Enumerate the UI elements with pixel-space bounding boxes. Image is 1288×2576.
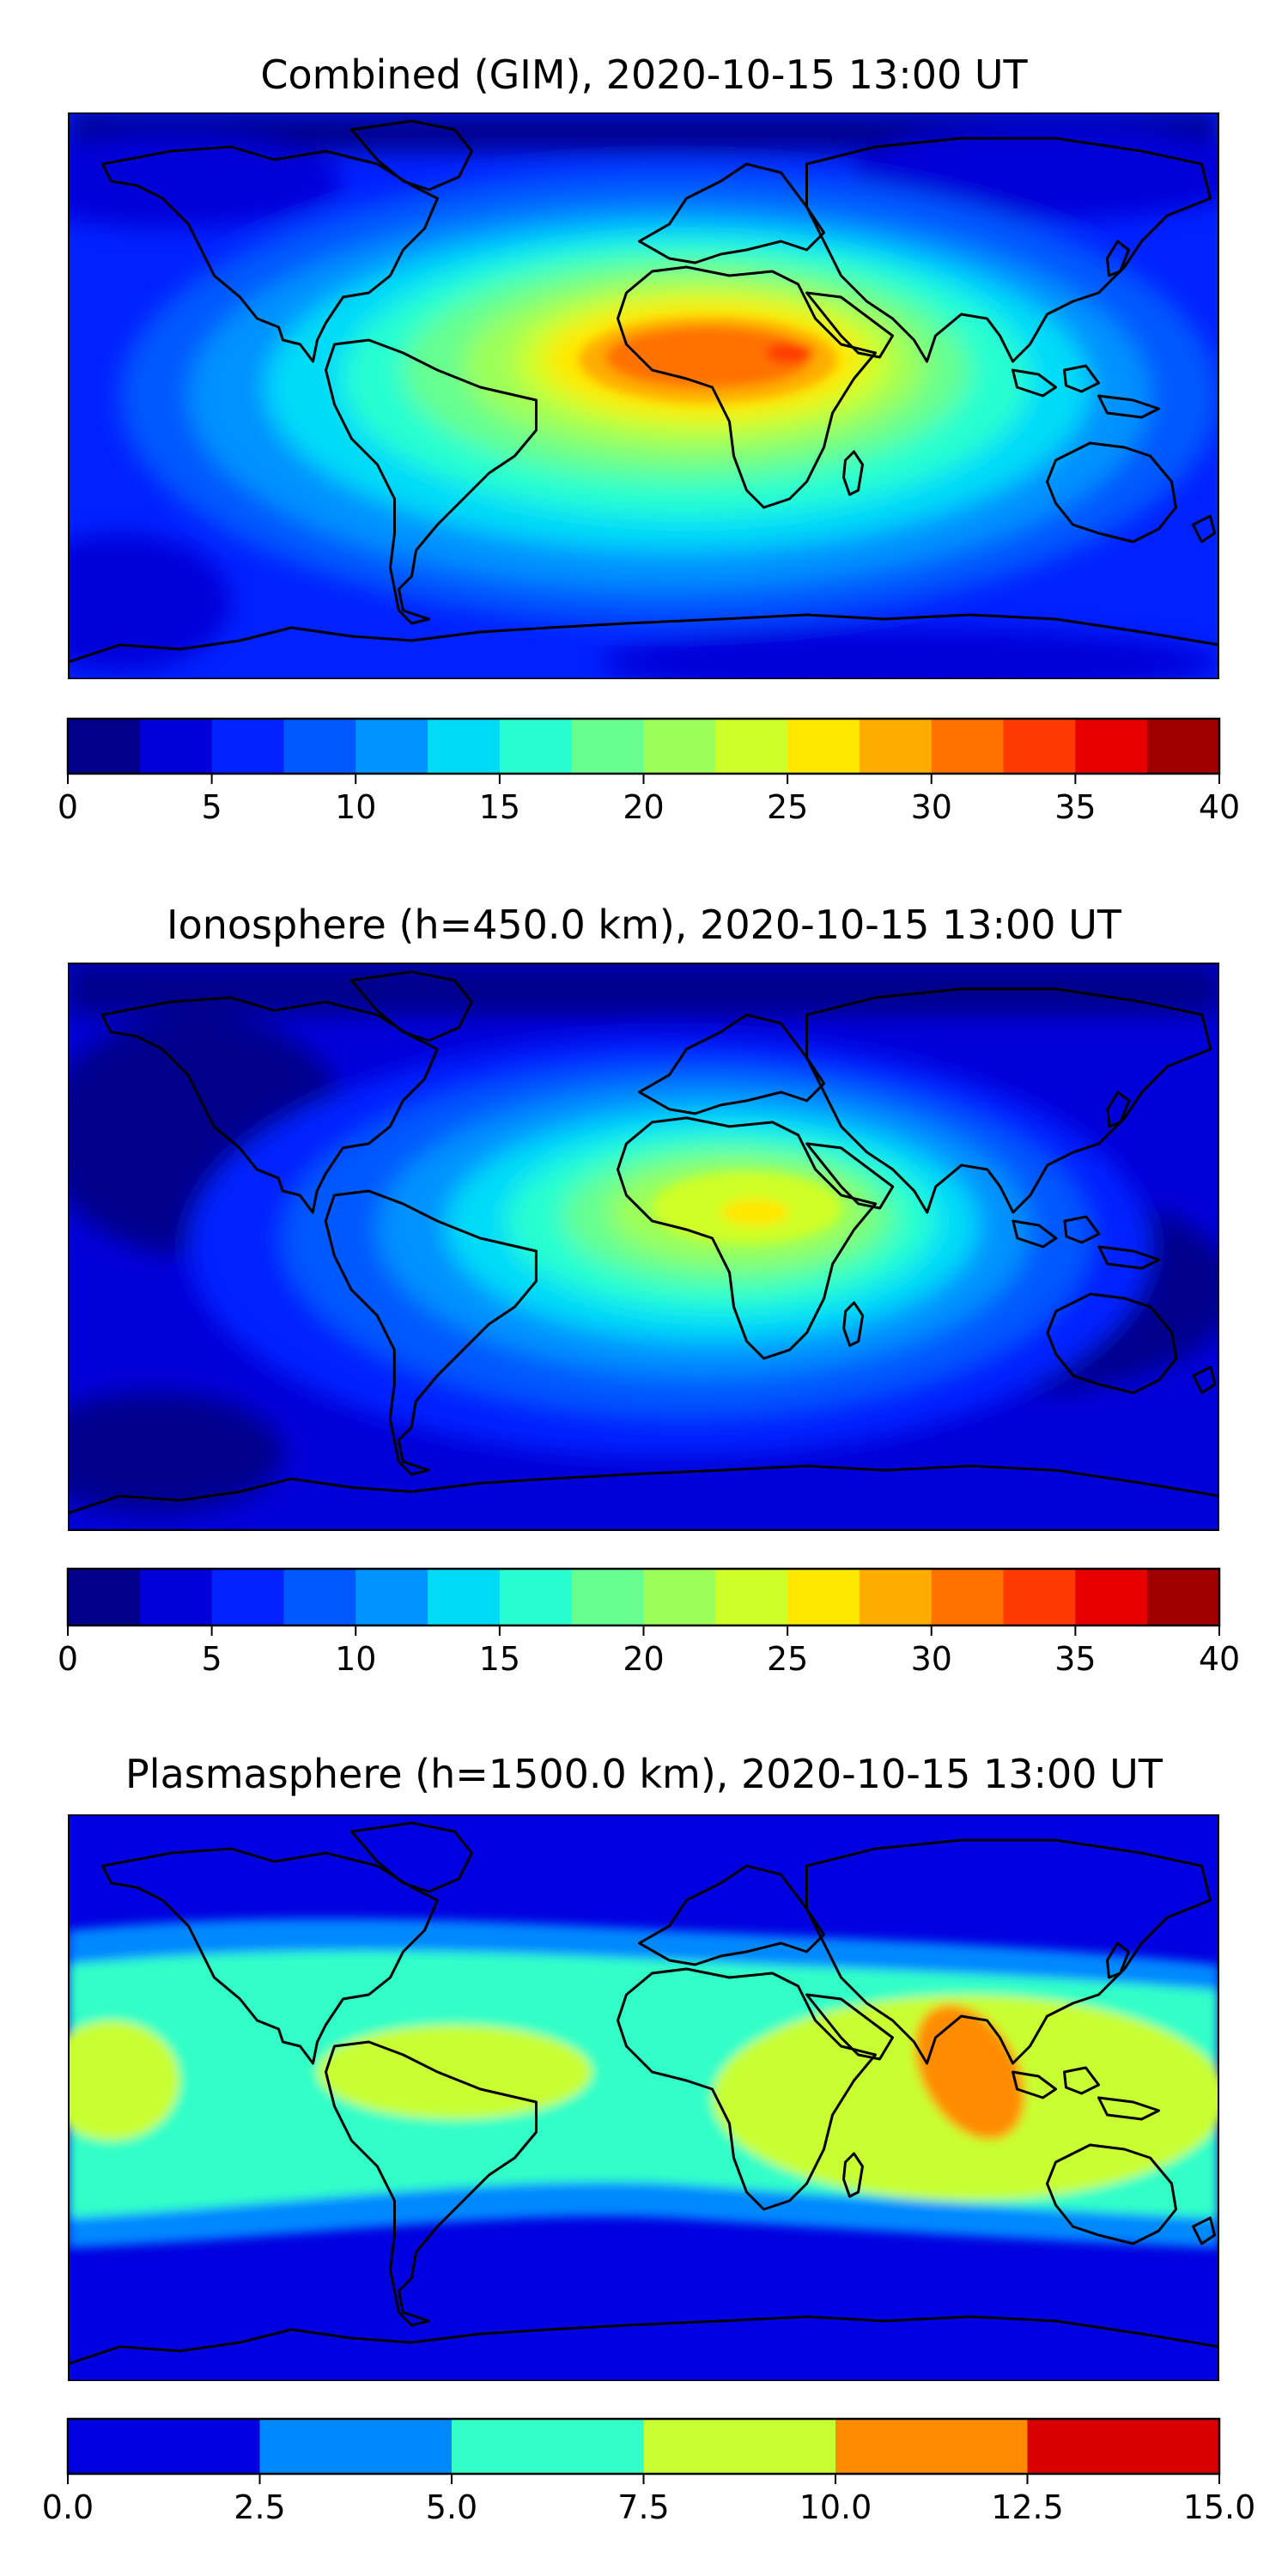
colorbar-tick-label: 10 — [335, 788, 376, 826]
colorbar-tick-label: 40 — [1199, 1640, 1240, 1678]
colorbar-cell — [139, 1569, 213, 1625]
colorbar-tick-label: 5 — [202, 788, 222, 826]
colorbar-cell — [211, 1569, 285, 1625]
colorbar-tick-label: 20 — [623, 1640, 664, 1678]
colorbar-tick-label: 35 — [1054, 788, 1096, 826]
colorbar-cell — [355, 1569, 428, 1625]
colorbar-tick-label: 12.5 — [991, 2488, 1064, 2526]
tec-map — [68, 1814, 1219, 2381]
colorbar-cell — [259, 2419, 453, 2474]
colorbar-tick-label: 15 — [479, 788, 520, 826]
colorbar-cell — [452, 2419, 645, 2474]
panel-title: Combined (GIM), 2020-10-15 13:00 UT — [260, 52, 1028, 98]
colorbar-cell — [1075, 719, 1148, 774]
colorbar-cell — [643, 1569, 716, 1625]
colorbar-tick-label: 0.0 — [42, 2488, 94, 2526]
colorbar-cell — [715, 1569, 788, 1625]
colorbar-tick-label: 10.0 — [799, 2488, 872, 2526]
colorbar-cell — [283, 719, 356, 774]
colorbar-tick-label: 7.5 — [617, 2488, 669, 2526]
colorbar-cell — [428, 719, 501, 774]
colorbar-cell — [571, 719, 645, 774]
colorbar-cell — [643, 2419, 836, 2474]
colorbar-cell — [211, 719, 285, 774]
colorbar-cell — [931, 1569, 1005, 1625]
colorbar: 0 5 10 15 20 25 30 35 40 — [58, 717, 1240, 826]
main-maximum-region — [914, 2004, 1025, 2140]
colorbar-cell — [68, 2419, 261, 2474]
colorbar-cell — [571, 1569, 645, 1625]
colorbar-cell — [499, 1569, 573, 1625]
colorbar-cell — [139, 719, 213, 774]
colorbar-cell — [715, 719, 788, 774]
colorbar-tick-label: 25 — [767, 788, 808, 826]
colorbar-tick-label: 15 — [479, 1640, 520, 1678]
colorbar-tick-label: 0 — [58, 1640, 78, 1678]
colorbar-tick-label: 2.5 — [234, 2488, 285, 2526]
colorbar-cell — [428, 1569, 501, 1625]
colorbar-tick-label: 10 — [335, 1640, 376, 1678]
tec-map — [68, 963, 1219, 1531]
colorbar-tick-label: 25 — [767, 1640, 808, 1678]
colorbar-cell — [787, 719, 860, 774]
colorbar-cell — [1075, 1569, 1148, 1625]
colorbar-cell — [499, 719, 573, 774]
colorbar-cell — [1003, 719, 1076, 774]
colorbar-cell — [1147, 1569, 1220, 1625]
colorbar-cell — [643, 719, 716, 774]
colorbar-tick-label: 0 — [58, 788, 78, 826]
colorbar-tick-label: 30 — [911, 1640, 952, 1678]
colorbar-tick-label: 15.0 — [1183, 2488, 1256, 2526]
colorbar-cell — [68, 719, 141, 774]
tec-map — [68, 112, 1219, 679]
colorbar-cell — [355, 719, 428, 774]
colorbar: 0 5 10 15 20 25 30 35 40 — [58, 1567, 1240, 1678]
colorbar-cell — [835, 2419, 1029, 2474]
colorbar-tick-label: 35 — [1054, 1640, 1096, 1678]
colorbar-cell — [68, 1569, 141, 1625]
colorbar-cell — [1147, 719, 1220, 774]
colorbar-cell — [859, 719, 933, 774]
colorbar-cell — [1003, 1569, 1076, 1625]
panel-combined: Combined (GIM), 2020-10-15 13:00 UT — [58, 52, 1240, 826]
panel-ionosphere: Ionosphere (h=450.0 km), 2020-10-15 13:0… — [58, 902, 1240, 1678]
panel-title: Plasmasphere (h=1500.0 km), 2020-10-15 1… — [125, 1751, 1163, 1797]
colorbar-cell — [787, 1569, 860, 1625]
colorbar-cell — [931, 719, 1005, 774]
panel-title: Ionosphere (h=450.0 km), 2020-10-15 13:0… — [167, 902, 1122, 948]
colorbar-tick-label: 5.0 — [426, 2488, 477, 2526]
colorbar: 0.0 2.5 5.0 7.5 10.0 12.5 15.0 — [42, 2417, 1256, 2526]
panel-plasmasphere: Plasmasphere (h=1500.0 km), 2020-10-15 1… — [42, 1751, 1256, 2526]
colorbar-cell — [859, 1569, 933, 1625]
main-maximum-region — [720, 1198, 790, 1226]
colorbar-tick-label: 40 — [1199, 788, 1240, 826]
main-maximum-region — [605, 326, 811, 388]
colorbar-tick-label: 30 — [911, 788, 952, 826]
peak-core — [765, 343, 814, 363]
colorbar-cell — [283, 1569, 356, 1625]
colorbar-cell — [1027, 2419, 1220, 2474]
colorbar-tick-label: 5 — [202, 1640, 222, 1678]
colorbar-tick-label: 20 — [623, 788, 664, 826]
